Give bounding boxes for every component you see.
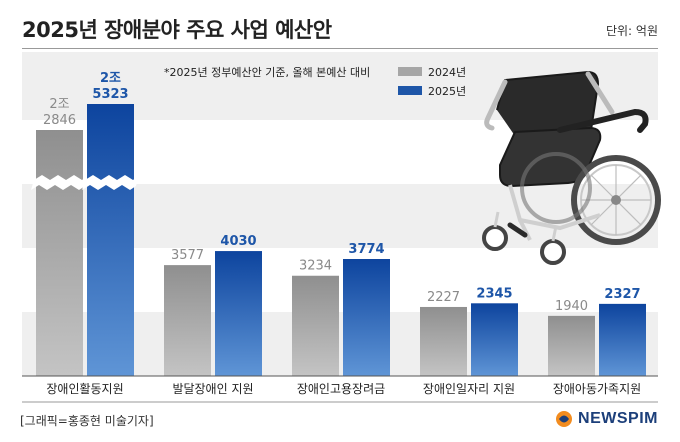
legend-label-2024: 2024년 (428, 66, 466, 79)
bar-2024 (292, 275, 339, 376)
category-label: 장애인활동지원 (46, 382, 123, 396)
bar-2025 (343, 259, 390, 376)
value-label-2025: 2345 (476, 286, 512, 301)
title-divider (22, 48, 658, 49)
logo-icon (556, 411, 573, 427)
bar-2025 (471, 303, 518, 376)
axis-break-mark (82, 175, 139, 190)
value-label-2024: 2227 (427, 290, 460, 305)
unit-label: 단위: 억원 (605, 24, 658, 38)
bar-2024 (420, 306, 467, 376)
category-label: 발달장애인 지원 (172, 382, 253, 396)
chart-title: 2025년 장애분야 주요 사업 예산안 (22, 18, 332, 42)
value-label-2024: 1940 (555, 299, 588, 314)
value-label-2025: 4030 (220, 234, 256, 249)
bar-2025 (215, 251, 262, 376)
newspim-logo: NEWSPIM (555, 410, 658, 428)
value-label-2024: 3234 (299, 259, 332, 274)
wheelchair-icon (482, 70, 661, 265)
logo-text: NEWSPIM (578, 410, 658, 427)
value-label-2025: 2조 5323 (92, 71, 128, 102)
category-label: 장애아동가족지원 (553, 382, 641, 396)
credit-text: [그래픽=홍종현 미술기자] (20, 414, 154, 428)
category-label: 장애인일자리 지원 (423, 382, 515, 396)
note-text: *2025년 정부예산안 기준, 올해 본예산 대비 (164, 65, 370, 79)
category-label: 장애인고용장려금 (297, 382, 385, 396)
value-label-2025: 2327 (604, 287, 640, 302)
bar-2025 (87, 104, 134, 376)
value-label-2025: 3774 (348, 242, 384, 257)
legend-swatch-2024 (398, 67, 422, 76)
bar-2025 (599, 303, 646, 376)
value-label-2024: 2조 2846 (43, 97, 76, 128)
bar-2024 (164, 265, 211, 376)
axis-break-mark (31, 175, 88, 190)
bar-2024 (548, 315, 595, 376)
legend-label-2025: 2025년 (428, 85, 466, 98)
bar-2024 (36, 130, 83, 376)
value-label-2024: 3577 (171, 248, 204, 263)
legend: *2025년 정부예산안 기준, 올해 본예산 대비 2024년 2025년 (164, 65, 466, 98)
legend-swatch-2025 (398, 86, 422, 95)
